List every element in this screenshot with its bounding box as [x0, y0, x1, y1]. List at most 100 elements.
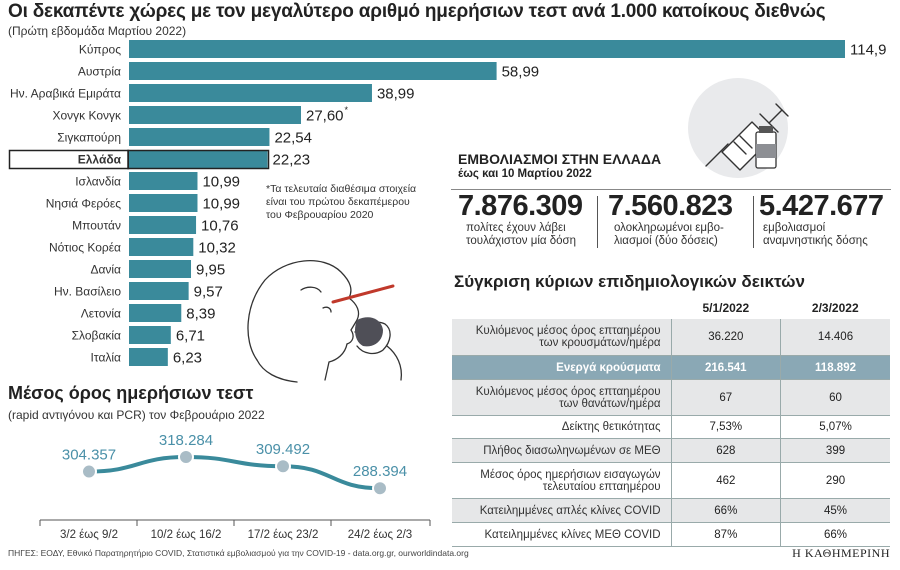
data-point-label: 304.357 [62, 447, 116, 464]
line-chart-subtitle: (rapid αντιγόνου και PCR) τον Φεβρουάριο… [8, 408, 265, 422]
table-cell: 67 [670, 379, 781, 416]
bar-value-label: 9,95 [196, 262, 225, 279]
table-row: Ενεργά κρούσματα 216.541 118.892 [452, 355, 890, 380]
bar-category-label: Ην. Αραβικά Εμιράτα [10, 87, 121, 101]
completed-value: 7.560.823 [608, 190, 733, 222]
data-point-label: 309.492 [256, 441, 310, 458]
bar-category-label: Δανία [90, 263, 121, 277]
asterisk-mark: * [345, 105, 349, 115]
table-cell: 66% [670, 498, 781, 523]
bar-value-label: 10,99 [202, 174, 240, 191]
bar-value-label: 8,39 [186, 306, 215, 323]
table-row-label: Δείκτης θετικότητας [452, 415, 672, 439]
bar-category-label: Λετονία [81, 307, 121, 321]
x-tick-label: 3/2 έως 9/2 [60, 529, 118, 541]
table-row-label: Ενεργά κρούσματα [452, 355, 672, 380]
bar [129, 194, 198, 212]
vaccination-title: ΕΜΒΟΛΙΑΣΜΟΙ ΣΤΗΝ ΕΛΛΑΔΑ [458, 151, 662, 167]
table-cell: 290 [780, 462, 890, 499]
vaccination-stat-booster: 5.427.677 εμβολιασμοί αναμνηστικής δόσης [759, 190, 894, 252]
bar-category-label: Ην. Βασίλειο [54, 285, 121, 299]
data-point [275, 458, 291, 475]
bar [129, 216, 197, 234]
comparison-table: 5/1/2022 2/3/2022 Κυλιόμενος μέσος όρος … [452, 297, 890, 547]
table-cell: 118.892 [780, 355, 890, 380]
bar-chart-title: Οι δεκαπέντε χώρες με τον μεγαλύτερο αρι… [8, 1, 826, 22]
bar [129, 172, 198, 190]
bar-chart: Κύπρος 114,9 Αυστρία 58,99 Ην. Αραβικά Εμιρά… [8, 40, 886, 367]
bar-value-label: 6,23 [173, 350, 202, 367]
x-tick-label: 17/2 έως 23/2 [248, 529, 319, 541]
table-row: Δείκτης θετικότητας 7,53% 5,07% [452, 415, 890, 439]
bar-category-label: Ελλάδα [78, 153, 122, 167]
line-chart-title: Μέσος όρος ημερήσιων τεστ [8, 383, 254, 403]
bar-value-label: 22,54 [274, 130, 312, 147]
bar-category-label: Σλοβακία [72, 329, 121, 343]
bar-value-label: 38,99 [377, 86, 415, 103]
bar [129, 282, 189, 300]
table-cell: 36.220 [670, 319, 781, 356]
vaccination-separator [753, 196, 754, 248]
vaccination-divider [451, 189, 891, 190]
table-header-col-1: 5/1/2022 [702, 301, 750, 315]
line-chart: 304.357 318.284 309.492 288.394 3/2 έως 9/2 1… [39, 432, 431, 541]
bar-value-label: 6,71 [176, 328, 205, 345]
syringe-vial-illustration-icon [688, 78, 789, 178]
first-dose-value: 7.876.309 [458, 190, 583, 222]
data-point [81, 463, 97, 480]
table-row: Μέσος όρος ημερήσιων εισαγωγών τελευταίο… [452, 462, 890, 499]
table-cell: 462 [670, 462, 781, 499]
table-row-label: Μέσος όρος ημερήσιων εισαγωγών τελευταίο… [452, 462, 672, 499]
bar-value-label: 10,99 [202, 196, 240, 213]
bar-chart-footnote: *Τα τελευταία διαθέσιμα στοιχεία είναι τ… [266, 183, 417, 222]
bar-value-label: 10,32 [198, 240, 236, 257]
bar-value-label: 114,9 [850, 42, 886, 59]
bar [129, 40, 845, 58]
bar-value-label: 27,60 [306, 108, 344, 125]
table-row-label: Κατειλημμένες κλίνες ΜΕΘ COVID [452, 522, 672, 547]
vaccination-stat-first-dose: 7.876.309 πολίτες έχουν λάβει τουλάχιστο… [458, 190, 598, 252]
data-point [178, 449, 194, 466]
table-cell: 45% [780, 498, 890, 523]
nasal-swab-illustration-icon [247, 260, 403, 383]
bar-category-label: Μπουτάν [72, 219, 121, 233]
bar-value-label: 9,57 [194, 284, 223, 301]
table-row: Κυλιόμενος μέσος όρος επταημέρου των θαν… [452, 379, 890, 416]
bar-category-label: Ισλανδία [75, 175, 121, 189]
data-point-label: 288.394 [353, 463, 407, 480]
bar [129, 260, 192, 278]
vaccination-stat-completed: 7.560.823 ολοκληρωμένοι εμβο- λιασμοί (δ… [608, 190, 753, 252]
table-row: Κατειλημμένες απλές κλίνες COVID 66% 45% [452, 498, 890, 523]
bar-category-label: Νησιά Φερόες [46, 197, 121, 211]
table-row: Πλήθος διασωληνωμένων σε ΜΕΘ 628 399 [452, 438, 890, 463]
x-tick-label: 24/2 έως 2/3 [348, 529, 412, 541]
bar [129, 304, 182, 322]
bar [129, 238, 194, 256]
bar [129, 62, 497, 80]
completed-label-1: ολοκληρωμένοι εμβο- [614, 222, 724, 234]
table-row: Κυλιόμενος μέσος όρος επταημέρου των κρο… [452, 319, 890, 356]
table-cell: 87% [670, 522, 781, 547]
brand-logo: Η ΚΑΘΗΜΕΡΙΝΗ [792, 546, 890, 560]
table-cell: 7,53% [670, 415, 781, 439]
table-row-label: Κατειλημμένες απλές κλίνες COVID [452, 498, 672, 523]
table-row-label: Πλήθος διασωληνωμένων σε ΜΕΘ [452, 438, 672, 463]
booster-value: 5.427.677 [759, 190, 884, 222]
bar [129, 106, 301, 124]
bar [129, 150, 268, 168]
booster-label-2: αναμνηστικής δόσης [763, 235, 868, 247]
bar [129, 326, 171, 344]
bar-value-label: 58,99 [502, 64, 540, 81]
bar-value-label: 22,23 [273, 152, 311, 169]
bar-category-label: Νότιος Κορέα [49, 241, 121, 255]
first-dose-label-2: τουλάχιστον μία δόση [466, 235, 577, 247]
first-dose-label-1: πολίτες έχουν λάβει [466, 222, 566, 234]
completed-label-2: λιασμοί (δύο δόσεις) [614, 235, 718, 247]
bar [129, 128, 270, 146]
table-row-label: Κυλιόμενος μέσος όρος επταημέρου των θαν… [452, 379, 672, 416]
table-cell: 399 [780, 438, 890, 463]
highlight-bar-frame [127, 149, 270, 170]
data-point-label: 318.284 [159, 432, 213, 449]
table-cell: 628 [670, 438, 781, 463]
table-cell: 60 [780, 379, 890, 416]
